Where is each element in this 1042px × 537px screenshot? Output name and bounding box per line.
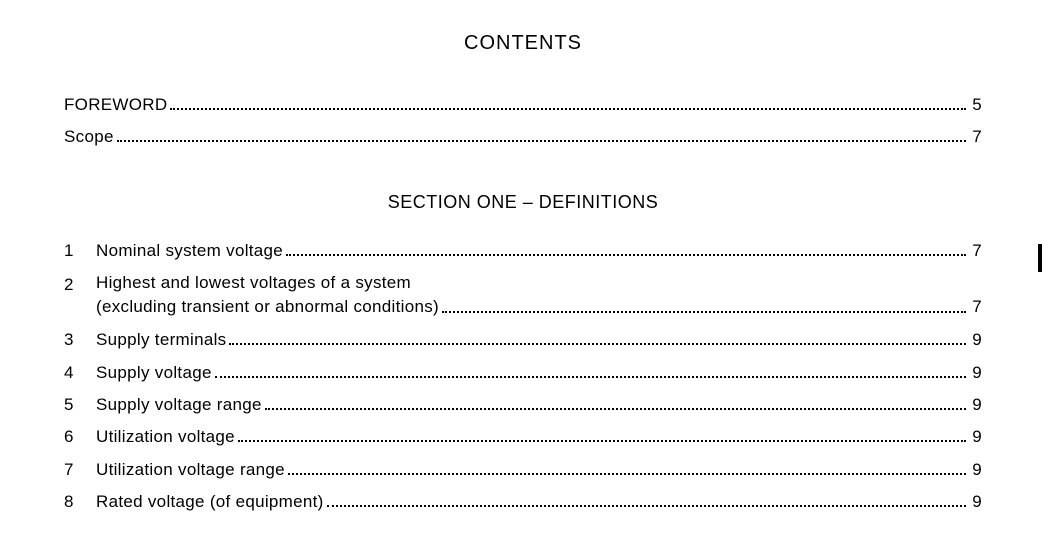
toc-item-number: 8 (64, 486, 96, 518)
toc-label: Highest and lowest voltages of a system … (96, 271, 439, 319)
dot-leader (286, 243, 966, 255)
toc-page-number: 9 (970, 357, 982, 389)
toc-row-item-2: 2 Highest and lowest voltages of a syste… (64, 271, 982, 319)
page-title: CONTENTS (64, 32, 982, 55)
toc-page-number: 7 (970, 235, 982, 267)
toc-row-scope: Scope 7 (64, 121, 982, 153)
toc-label: Scope (64, 121, 114, 153)
toc-label: Rated voltage (of equipment) (96, 486, 324, 518)
toc-page-number: 9 (970, 389, 982, 421)
toc-page-number: 9 (970, 454, 982, 486)
toc-label: Supply voltage range (96, 389, 262, 421)
toc-item-number: 5 (64, 389, 96, 421)
toc-item-number: 2 (64, 271, 96, 297)
dot-leader (265, 398, 967, 410)
toc-row-item-7: 7 Utilization voltage range 9 (64, 454, 982, 486)
dot-leader (327, 495, 967, 507)
toc-item-number: 1 (64, 235, 96, 267)
dot-leader (229, 333, 966, 345)
dot-leader (117, 130, 967, 142)
section-title: SECTION ONE – DEFINITIONS (64, 192, 982, 213)
toc-item-number: 4 (64, 357, 96, 389)
toc-item-number: 6 (64, 421, 96, 453)
toc-page-number: 9 (970, 421, 982, 453)
toc-page-number: 5 (970, 89, 982, 121)
toc-page-number: 7 (970, 295, 982, 319)
toc-item-number: 7 (64, 454, 96, 486)
dot-leader (170, 98, 966, 110)
contents-page: CONTENTS FOREWORD 5 Scope 7 SECTION ONE … (0, 0, 1042, 537)
toc-row-item-8: 8 Rated voltage (of equipment) 9 (64, 486, 982, 518)
toc-label-line2: (excluding transient or abnormal conditi… (96, 297, 439, 316)
toc-page-number: 7 (970, 121, 982, 153)
toc-label: Nominal system voltage (96, 235, 283, 267)
toc-label: Supply voltage (96, 357, 212, 389)
dot-leader (238, 430, 966, 442)
toc-page-number: 9 (970, 324, 982, 356)
toc-item-number: 3 (64, 324, 96, 356)
toc-row-item-3: 3 Supply terminals 9 (64, 324, 982, 356)
toc-label-line1: Highest and lowest voltages of a system (96, 271, 439, 295)
toc-label: Utilization voltage (96, 421, 235, 453)
toc-label: FOREWORD (64, 89, 167, 121)
dot-leader (442, 301, 966, 313)
dot-leader (288, 462, 966, 474)
page-edge-mark (1038, 244, 1042, 272)
toc-page-number: 9 (970, 486, 982, 518)
dot-leader (215, 366, 967, 378)
toc-label: Supply terminals (96, 324, 226, 356)
toc-label: Utilization voltage range (96, 454, 285, 486)
toc-row-foreword: FOREWORD 5 (64, 89, 982, 121)
toc-row-item-1: 1 Nominal system voltage 7 (64, 235, 982, 267)
toc-row-item-6: 6 Utilization voltage 9 (64, 421, 982, 453)
toc-row-item-5: 5 Supply voltage range 9 (64, 389, 982, 421)
toc-row-item-4: 4 Supply voltage 9 (64, 357, 982, 389)
